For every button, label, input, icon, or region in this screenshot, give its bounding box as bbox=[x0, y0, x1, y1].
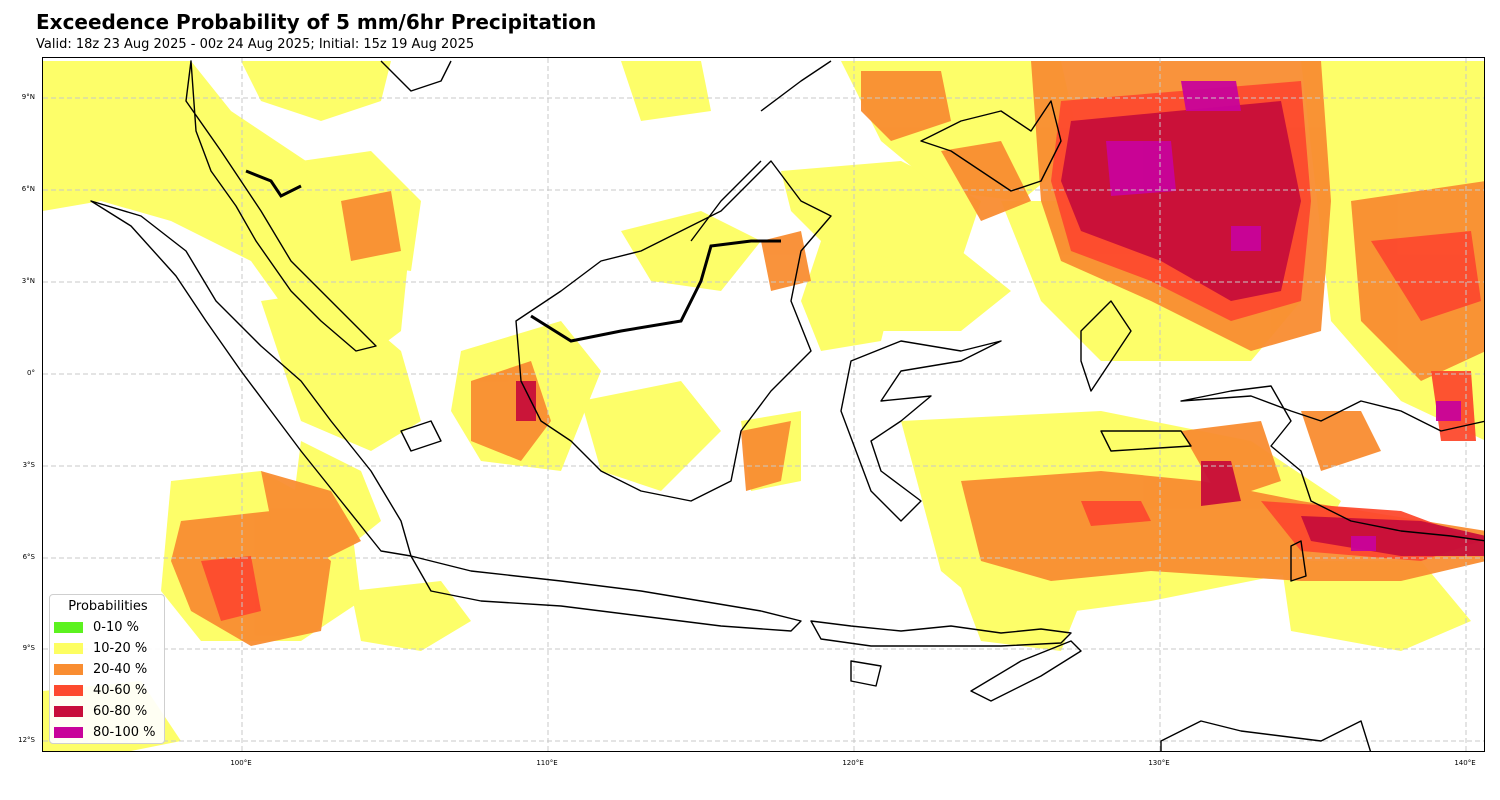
precip-patch-orange-5 bbox=[861, 71, 951, 141]
gridlines bbox=[43, 58, 1484, 751]
legend-label: 0-10 % bbox=[93, 620, 139, 635]
coastline-malay-peninsula bbox=[185, 60, 377, 352]
legend-label: 20-40 % bbox=[93, 662, 148, 677]
legend-label: 40-60 % bbox=[93, 683, 148, 698]
legend-entry: 0-10 % bbox=[54, 619, 139, 636]
legend-title: Probabilities bbox=[68, 599, 148, 614]
precip-patch-crimson-4 bbox=[516, 381, 536, 421]
precip-patch-orange-11 bbox=[1301, 411, 1381, 471]
precip-patch-orange-13 bbox=[761, 231, 811, 291]
lat-tick-label: 6°N bbox=[21, 185, 35, 193]
legend-swatch bbox=[54, 664, 83, 675]
precip-patch-orange-4 bbox=[741, 421, 791, 491]
lat-tick-label: 3°N bbox=[21, 277, 35, 285]
precip-patch-crimson-3 bbox=[1301, 516, 1484, 556]
lat-tick-label: 9°S bbox=[22, 644, 35, 652]
coastlines bbox=[90, 60, 1484, 751]
coastline-palawan bbox=[690, 160, 762, 242]
coastline-new-guinea bbox=[1180, 385, 1484, 542]
coastline-borneo bbox=[515, 160, 832, 502]
precip-patch-java-sea-west bbox=[351, 581, 471, 651]
coastline-java bbox=[410, 555, 802, 632]
coastline-aru bbox=[1290, 540, 1307, 582]
border-borneo bbox=[530, 239, 781, 343]
border-thai-malay bbox=[245, 169, 302, 198]
legend-swatch bbox=[54, 706, 83, 717]
precip-patch-west-sumatra bbox=[43, 61, 411, 361]
map-title: Exceedence Probability of 5 mm/6hr Preci… bbox=[36, 10, 597, 34]
lat-tick-label: 9°N bbox=[21, 93, 35, 101]
coastline-indochina bbox=[380, 60, 452, 92]
precip-patch-magenta-5 bbox=[1436, 401, 1461, 421]
borders bbox=[245, 169, 781, 343]
coastline-sumba bbox=[850, 660, 882, 687]
precip-patch-nusa-tenggara bbox=[951, 561, 1081, 651]
precip-patch-arafura bbox=[1281, 561, 1471, 651]
legend-swatch bbox=[54, 622, 83, 633]
precip-patch-magenta-4 bbox=[1351, 536, 1376, 551]
precip-patch-red-4 bbox=[1081, 501, 1151, 526]
lat-tick-label: 12°S bbox=[18, 736, 35, 744]
precip-patch-magenta-3 bbox=[1231, 226, 1261, 251]
legend-entry: 10-20 % bbox=[54, 640, 147, 657]
precip-patch-south-china-sea bbox=[621, 61, 711, 121]
legend-entry: 80-100 % bbox=[54, 724, 156, 741]
legend: Probabilities 0-10 % 10-20 % 20-40 % 40-… bbox=[49, 594, 165, 744]
precip-patch-borneo-north bbox=[621, 211, 761, 291]
coastline-timor bbox=[970, 640, 1082, 702]
legend-swatch bbox=[54, 643, 83, 654]
lon-tick-label: 130°E bbox=[1148, 759, 1170, 767]
precip-patch-magenta-2 bbox=[1181, 81, 1241, 111]
map-panel[interactable] bbox=[42, 57, 1485, 752]
coastline-australia bbox=[1160, 720, 1372, 751]
precip-patch-orange-6 bbox=[941, 141, 1031, 221]
coastline-halmahera bbox=[1080, 300, 1132, 392]
lon-tick-label: 120°E bbox=[842, 759, 864, 767]
legend-swatch bbox=[54, 685, 83, 696]
precip-patch-red-3 bbox=[1371, 231, 1481, 321]
lat-tick-label: 3°S bbox=[22, 461, 35, 469]
precip-patch-orange-2 bbox=[261, 471, 361, 561]
precip-patch-north-sumatra bbox=[241, 61, 391, 121]
precip-patch-central-north bbox=[861, 251, 1011, 331]
precip-patch-orange-12 bbox=[341, 191, 401, 261]
legend-entry: 20-40 % bbox=[54, 661, 147, 678]
coastline-sulawesi bbox=[840, 340, 1002, 522]
coastline-philippines-north bbox=[760, 60, 832, 112]
legend-label: 80-100 % bbox=[93, 725, 156, 740]
coastline-bali-lombok bbox=[810, 620, 1072, 647]
lat-tick-label: 6°S bbox=[22, 553, 35, 561]
legend-entry: 60-80 % bbox=[54, 703, 147, 720]
lon-tick-label: 110°E bbox=[536, 759, 558, 767]
precip-patch-red-1 bbox=[201, 556, 261, 621]
lat-tick-label: 0° bbox=[27, 369, 35, 377]
legend-label: 60-80 % bbox=[93, 704, 148, 719]
prob-80-100-layer bbox=[1106, 81, 1461, 551]
coastline-seram bbox=[1100, 430, 1192, 452]
lon-tick-label: 100°E bbox=[230, 759, 252, 767]
precip-patch-crimson-2 bbox=[1201, 461, 1241, 506]
precip-patch-riau bbox=[261, 291, 421, 451]
precip-patch-borneo-south bbox=[581, 381, 721, 491]
legend-swatch bbox=[54, 727, 83, 738]
map-subtitle: Valid: 18z 23 Aug 2025 - 00z 24 Aug 2025… bbox=[36, 37, 475, 52]
coastline-philippines-mindanao bbox=[920, 100, 1062, 192]
legend-label: 10-20 % bbox=[93, 641, 148, 656]
precip-patch-magenta-1 bbox=[1106, 141, 1176, 196]
coastline-bangka bbox=[400, 420, 442, 452]
lon-tick-label: 140°E bbox=[1454, 759, 1476, 767]
legend-entry: 40-60 % bbox=[54, 682, 147, 699]
precip-map-svg bbox=[43, 58, 1484, 751]
